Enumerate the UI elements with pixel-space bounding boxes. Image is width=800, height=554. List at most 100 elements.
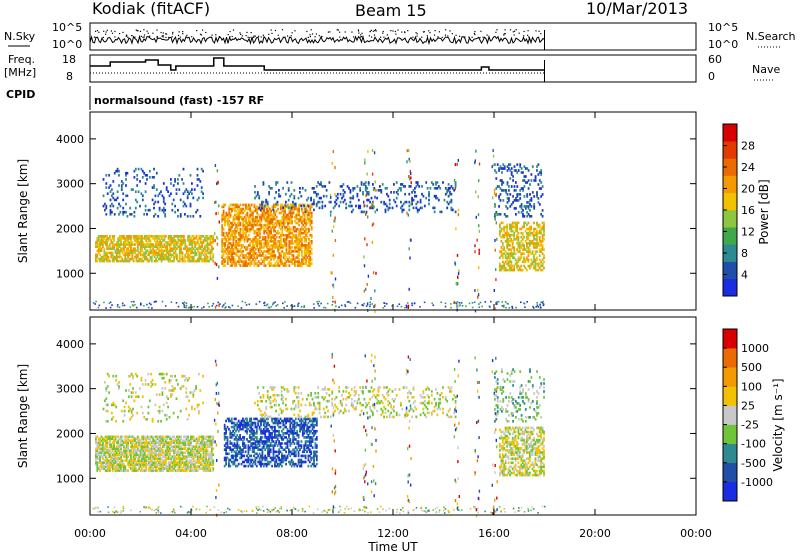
scatter-cell [135,467,138,470]
scatter-cell [106,461,108,464]
scatter-cell [131,435,134,439]
scatter-cell [352,189,355,192]
nsearch-dot [253,35,255,37]
scatter-cell [238,238,240,241]
scatter-cell [111,235,114,238]
streak-cell [218,220,220,224]
scatter-cell [296,207,299,211]
nsearch-dot [105,33,107,35]
scatter-cell [276,304,279,306]
scatter-cell [301,262,303,265]
scatter-cell [513,165,516,168]
scatter-cell [157,437,160,441]
scatter-cell [118,463,121,466]
scatter-cell [111,210,113,214]
scatter-cell [342,200,345,204]
scatter-cell [197,259,199,263]
scatter-cell [127,463,129,466]
scatter-cell [191,449,194,452]
scatter-cell [175,302,178,304]
scatter-cell [200,167,203,171]
scatter-cell [478,303,480,305]
scatter-cell [243,264,246,267]
nsearch-dot [372,30,374,32]
scatter-cell [122,206,125,210]
scatter-cell [509,223,511,227]
scatter-cell [268,221,271,225]
scatter-cell [288,236,291,239]
scatter-cell [513,248,516,251]
scatter-cell [221,229,224,233]
scatter-cell [164,461,167,464]
scatter-cell [301,252,303,255]
scatter-cell [287,234,289,237]
scatter-cell [509,260,511,264]
scatter-cell [169,441,171,444]
scatter-cell [125,171,127,175]
scatter-cell [198,245,201,248]
scatter-cell [541,193,544,196]
streak-cell [372,222,375,226]
nsearch-dot [103,30,105,32]
scatter-cell [527,252,530,255]
scatter-cell [523,248,525,251]
scatter-cell [289,258,292,261]
scatter-cell [106,241,108,244]
nsearch-dot [143,36,145,38]
scatter-cell [204,461,206,464]
scatter-cell [253,252,256,255]
nsearch-dot [337,29,339,31]
scatter-cell [191,453,194,456]
scatter-cell [177,447,180,450]
scatter-cell [162,443,164,446]
scatter-cell [190,451,192,454]
scatter-cell [169,245,171,248]
scatter-cell [308,262,310,265]
scatter-cell [228,209,231,213]
scatter-cell [503,252,506,255]
scatter-cell [256,191,259,194]
scatter-cell [249,252,252,255]
scatter-cell [247,238,250,241]
scatter-cell [159,239,162,242]
scatter-cell [231,244,233,247]
scatter-cell [342,183,345,186]
scatter-cell [533,205,536,208]
scatter-cell [109,190,112,193]
scatter-cell [160,439,163,442]
scatter-cell [221,227,224,231]
scatter-cell [284,221,286,225]
scatter-cell [176,435,178,439]
scatter-cell [275,219,278,223]
scatter-cell [543,229,545,233]
scatter-cell [145,455,148,458]
scatter-cell [257,242,260,245]
scatter-cell [246,236,249,239]
scatter-cell [140,167,143,171]
scatter-cell [205,243,208,246]
scatter-cell [163,461,166,464]
scatter-cell [187,235,189,238]
scatter-cell [240,250,243,253]
scatter-cell [152,253,155,257]
scatter-cell [104,463,107,466]
nsearch-dot [496,29,498,31]
scatter-cell [174,245,177,248]
nsearch-dot [253,36,255,38]
scatter-cell [238,262,240,265]
scatter-cell [153,215,155,218]
scatter-cell [504,301,507,303]
scatter-cell [205,469,208,472]
scatter-cell [162,200,165,204]
scatter-cell [273,223,275,227]
scatter-cell [148,169,151,173]
scatter-cell [285,248,288,251]
streak-cell [478,224,480,228]
scatter-cell [306,211,309,215]
scatter-cell [109,445,111,448]
scatter-cell [138,243,141,246]
scatter-cell [202,247,205,250]
scatter-cell [116,457,118,460]
scatter-cell [278,236,281,239]
scatter-cell [199,253,202,257]
